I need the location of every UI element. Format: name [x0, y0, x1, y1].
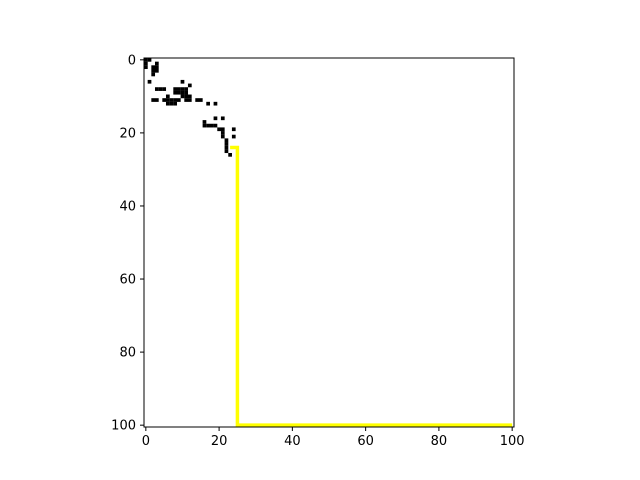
- obstacle-cell: [165, 98, 170, 102]
- obstacle-cell: [187, 94, 192, 99]
- obstacle-cell: [180, 87, 185, 91]
- y-axis: 0 20 40 60 80 100: [111, 53, 144, 434]
- obstacle-cell: [162, 87, 167, 91]
- obstacle-cell: [176, 90, 181, 95]
- obstacle-cell: [151, 65, 156, 70]
- x-tick-label: 20: [211, 434, 228, 449]
- obstacle-cell: [198, 98, 203, 102]
- plot-area: [143, 57, 515, 428]
- obstacle-cell: [173, 101, 178, 106]
- obstacle-cell: [165, 101, 170, 106]
- y-tick-label: 40: [119, 199, 136, 214]
- x-tick-label: 40: [284, 434, 301, 449]
- obstacle-cell: [224, 138, 229, 143]
- obstacle-cell: [151, 72, 156, 77]
- obstacle-cell: [144, 65, 148, 70]
- obstacle-cell: [220, 116, 225, 121]
- obstacle-cell: [224, 145, 229, 150]
- obstacle-cell: [173, 87, 178, 91]
- obstacle-cell: [154, 65, 159, 70]
- obstacle-cell: [154, 98, 159, 102]
- obstacle-cell: [224, 142, 229, 146]
- obstacle-cell: [184, 98, 189, 102]
- y-tick-label: 100: [111, 419, 136, 434]
- obstacle-cell: [231, 127, 236, 132]
- obstacle-cell: [151, 98, 156, 102]
- obstacle-cell: [224, 149, 229, 154]
- obstacle-cell: [173, 98, 178, 102]
- obstacle-cell: [154, 87, 159, 91]
- obstacle-cell: [184, 94, 189, 99]
- obstacle-cell: [184, 90, 189, 95]
- x-axis: 0 20 40 60 80 100: [142, 427, 525, 449]
- obstacle-cell: [154, 61, 159, 66]
- obstacle-cell: [187, 83, 192, 88]
- obstacle-cell: [231, 134, 236, 139]
- obstacle-cell: [154, 68, 159, 73]
- x-tick-label: 100: [500, 434, 525, 449]
- obstacle-cell: [195, 98, 199, 102]
- obstacle-cell: [184, 87, 189, 91]
- obstacle-layer: [144, 58, 236, 157]
- y-tick-label: 80: [119, 346, 136, 361]
- obstacle-cell: [220, 134, 225, 139]
- obstacle-cell: [180, 94, 185, 99]
- obstacle-cell: [169, 98, 174, 102]
- obstacle-cell: [180, 79, 185, 84]
- obstacle-cell: [176, 98, 181, 102]
- obstacle-cell: [202, 120, 207, 124]
- obstacle-cell: [202, 123, 207, 128]
- x-tick-label: 0: [142, 434, 150, 449]
- obstacle-cell: [228, 152, 232, 157]
- obstacle-cell: [162, 98, 167, 102]
- obstacle-cell: [206, 101, 210, 106]
- obstacle-cell: [187, 98, 192, 102]
- x-tick-label: 80: [431, 434, 448, 449]
- obstacle-cell: [151, 68, 156, 73]
- plot-background: [144, 58, 514, 427]
- obstacle-cell: [206, 123, 210, 128]
- obstacle-cell: [158, 87, 163, 91]
- obstacle-cell: [213, 123, 218, 128]
- obstacle-cell: [220, 127, 225, 132]
- obstacle-cell: [220, 131, 225, 135]
- obstacle-cell: [176, 87, 181, 91]
- path-series-line: [230, 145, 513, 427]
- y-tick-label: 60: [119, 273, 136, 288]
- obstacle-cell: [180, 90, 185, 95]
- obstacle-cell: [144, 61, 148, 66]
- obstacle-cell: [169, 101, 174, 106]
- obstacle-cell: [213, 101, 218, 106]
- obstacle-cell: [209, 123, 214, 128]
- y-tick-label: 0: [128, 53, 136, 68]
- plot-frame: [143, 57, 515, 428]
- obstacle-cell: [213, 116, 218, 121]
- obstacle-cell: [147, 79, 152, 84]
- x-tick-label: 60: [357, 434, 374, 449]
- obstacle-cell: [217, 127, 221, 132]
- obstacle-cell: [144, 58, 148, 62]
- y-tick-label: 20: [119, 126, 136, 141]
- obstacle-cell: [173, 90, 178, 95]
- obstacle-cell: [147, 58, 152, 62]
- obstacle-cell: [165, 94, 170, 99]
